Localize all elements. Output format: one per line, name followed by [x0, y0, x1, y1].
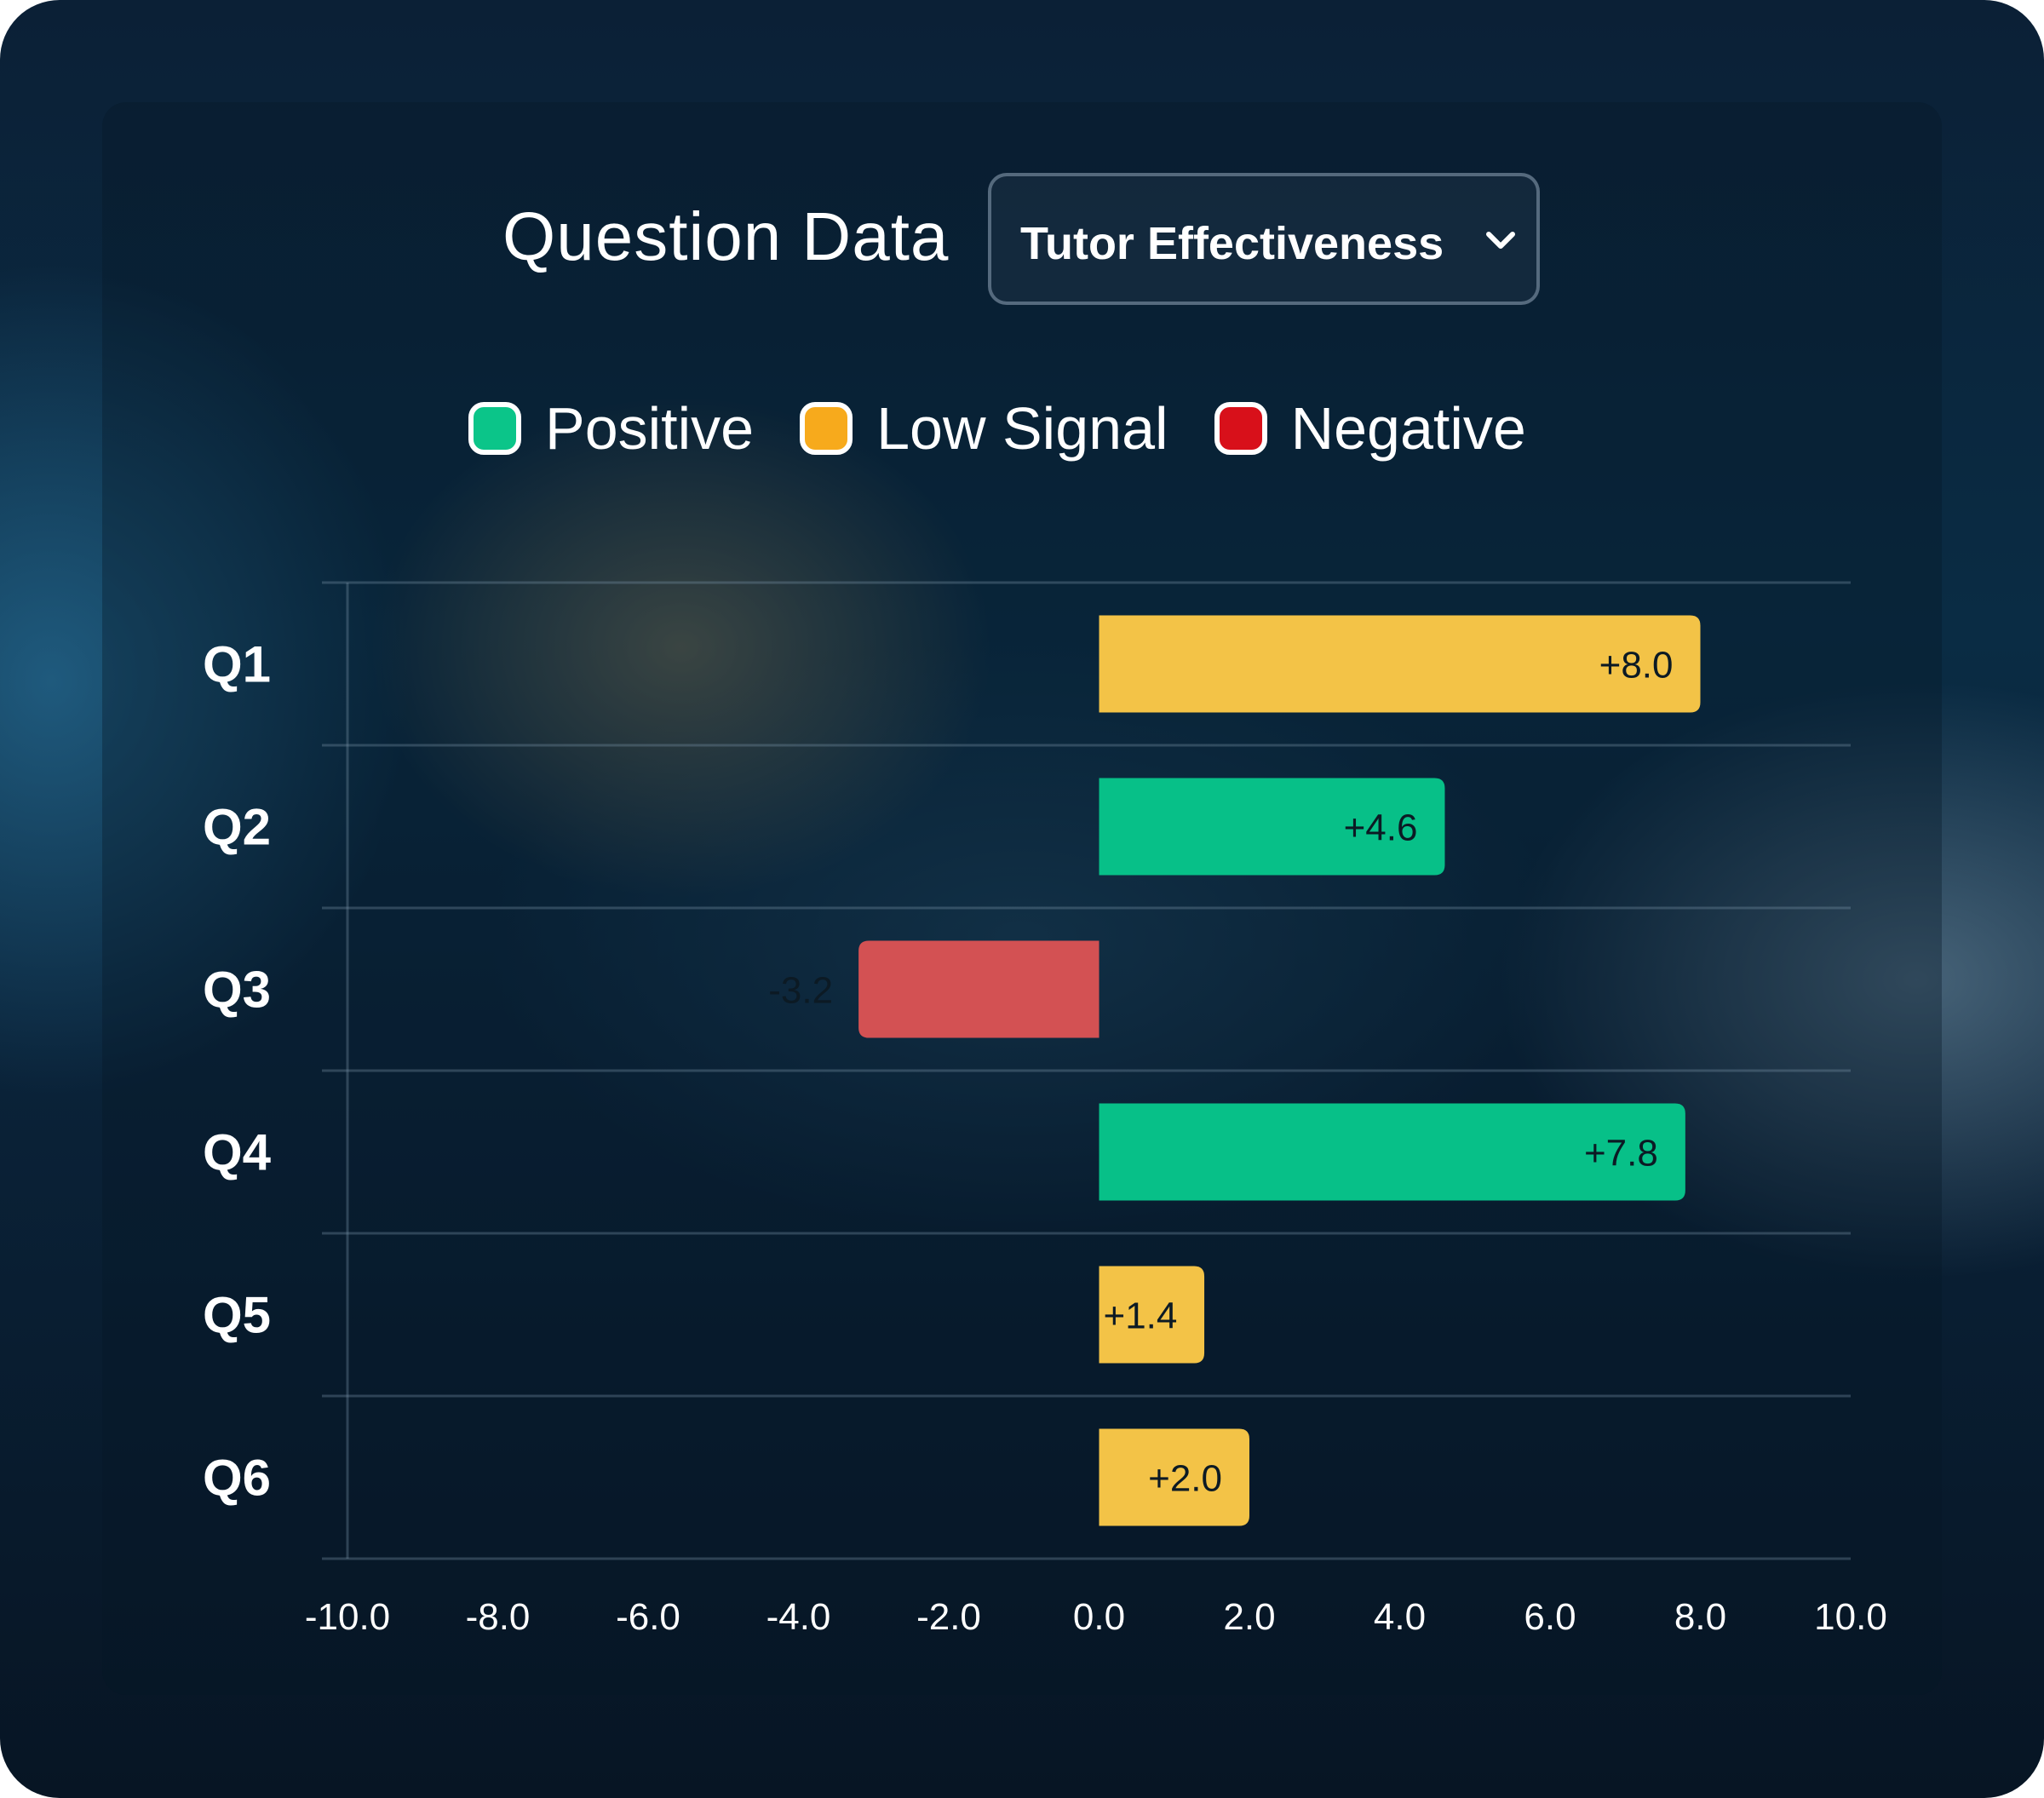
- legend-swatch-negative: [1214, 402, 1267, 455]
- legend-item-negative[interactable]: Negative: [1214, 394, 1526, 462]
- bar-q4: [1099, 1103, 1685, 1201]
- category-label-q4: Q4: [203, 1124, 272, 1181]
- bar-q3: [858, 940, 1100, 1038]
- x-tick-label: 6.0: [1524, 1596, 1576, 1638]
- category-label-q6: Q6: [203, 1450, 271, 1507]
- legend-swatch-low-signal: [800, 402, 853, 455]
- value-label-q3: -3.2: [768, 970, 833, 1012]
- chevron-down-icon: [1486, 232, 1515, 249]
- x-tick-label: -4.0: [766, 1596, 831, 1638]
- legend-label-low-signal: Low Signal: [876, 395, 1168, 462]
- x-tick-label: -6.0: [616, 1596, 680, 1638]
- category-label-q1: Q1: [203, 636, 271, 693]
- x-tick-label: 4.0: [1374, 1596, 1426, 1638]
- x-tick-label: 0.0: [1073, 1596, 1125, 1638]
- value-label-q1: +8.0: [1599, 645, 1674, 686]
- category-label-q5: Q5: [203, 1287, 271, 1344]
- x-tick-label: -2.0: [916, 1596, 981, 1638]
- legend-swatch-positive: [468, 402, 521, 455]
- value-label-q5: +1.4: [1104, 1295, 1178, 1337]
- legend-item-low-signal[interactable]: Low Signal: [800, 394, 1168, 462]
- legend-item-positive[interactable]: Positive: [468, 394, 754, 462]
- chart-legend: Positive Low Signal Negative: [468, 390, 1572, 467]
- chart-panel: [102, 102, 1942, 1695]
- legend-label-positive: Positive: [545, 395, 755, 462]
- x-tick-label: -8.0: [466, 1596, 531, 1638]
- bar-q1: [1099, 615, 1701, 713]
- dropdown-selected-label: Tutor Effectiveness: [1020, 218, 1444, 269]
- value-label-q4: +7.8: [1584, 1133, 1658, 1175]
- bar-q2: [1099, 778, 1445, 876]
- x-tick-label: 10.0: [1814, 1596, 1887, 1638]
- x-tick-label: 8.0: [1674, 1596, 1726, 1638]
- x-tick-label: -10.0: [305, 1596, 390, 1638]
- bar-q5: [1099, 1266, 1205, 1364]
- category-label-q3: Q3: [203, 962, 271, 1019]
- value-label-q6: +2.0: [1148, 1458, 1222, 1500]
- legend-label-negative: Negative: [1290, 395, 1526, 462]
- category-label-q2: Q2: [203, 799, 271, 856]
- question-category-dropdown[interactable]: Tutor Effectiveness: [988, 173, 1540, 305]
- bar-q6: [1099, 1428, 1249, 1526]
- page-title: Question Data: [502, 198, 950, 274]
- x-tick-label: 2.0: [1223, 1596, 1275, 1638]
- value-label-q2: +4.6: [1344, 807, 1418, 849]
